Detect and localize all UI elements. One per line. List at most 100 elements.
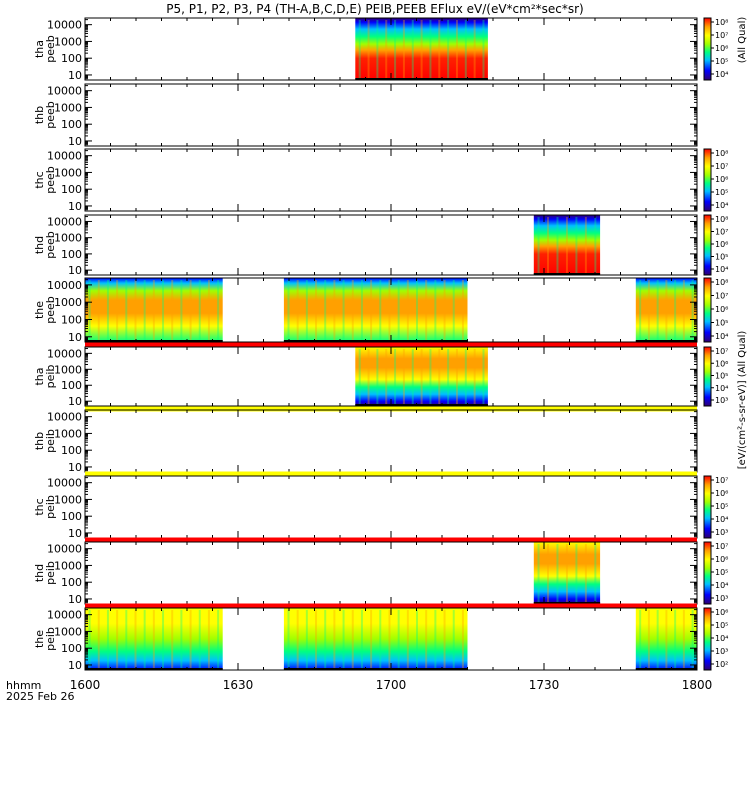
colorbar-tick-label: 10⁴ <box>715 332 728 341</box>
colorbar-tick-label: 10⁶ <box>715 359 728 368</box>
colorbar-tick-label: 10⁶ <box>715 608 728 617</box>
y-tick-label: 10 <box>68 264 82 277</box>
colorbar-tick-label: 10⁴ <box>715 581 728 590</box>
colorbar-tick-label: 10⁴ <box>715 515 728 524</box>
y-tick-label: 100 <box>61 379 82 392</box>
colorbar-tick-label: 10³ <box>715 594 728 603</box>
colorbar-tick-label: 10⁵ <box>715 253 728 262</box>
y-tick-label: 10000 <box>47 150 82 163</box>
y-tick-label: 10000 <box>47 477 82 490</box>
x-axis-label-date: 2025 Feb 26 <box>6 690 74 703</box>
colorbar-thc-peib <box>703 475 712 539</box>
y-tick-label: 10000 <box>47 411 82 424</box>
colorbar-the-peeb <box>703 277 712 343</box>
y-tick-label: 1000 <box>54 101 82 114</box>
colorbar-tick-label: 10⁴ <box>715 201 728 210</box>
colorbar-tick-label: 10⁸ <box>715 215 728 224</box>
y-tick-label: 100 <box>61 576 82 589</box>
figure-title: P5, P1, P2, P3, P4 (TH-A,B,C,D,E) PEIB,P… <box>166 2 583 16</box>
x-tick-label: 1730 <box>529 678 560 692</box>
x-axis-label-hhmm: hhmm <box>6 679 41 692</box>
y-tick-label: 1000 <box>54 166 82 179</box>
colorbar-tick-label: 10⁶ <box>715 555 728 564</box>
panel-frame-thd-peib <box>84 541 698 605</box>
y-tick-label: 10 <box>68 200 82 213</box>
y-tick-label: 10000 <box>47 543 82 556</box>
colorbar-tick-label: 10⁶ <box>715 305 728 314</box>
y-tick-label: 10000 <box>47 19 82 32</box>
panel-label-thb-peib: thbpeib <box>33 429 57 453</box>
x-tick-label: 1800 <box>682 678 713 692</box>
spectrogram-block-the-peib-0 <box>85 608 223 670</box>
y-tick-label: 10 <box>68 69 82 82</box>
colorbar-tick-label: 10⁷ <box>715 31 728 40</box>
spectrogram-block-tha-peib-0 <box>355 347 488 406</box>
y-tick-label: 100 <box>61 52 82 65</box>
y-tick-label: 10 <box>68 593 82 606</box>
y-tick-label: 10000 <box>47 85 82 98</box>
colorbar-tick-label: 10⁴ <box>715 384 728 393</box>
quality-flag-bar-the-peeb <box>85 342 697 348</box>
x-tick-label: 1600 <box>70 678 101 692</box>
panel-frame-thb-peib <box>84 409 698 473</box>
colorbar-tick-label: 10³ <box>715 647 728 656</box>
y-tick-label: 10000 <box>47 609 82 622</box>
colorbar-tick-label: 10⁷ <box>715 292 728 301</box>
quality-flag-bar-thd-peib <box>85 603 697 609</box>
colorbar-tick-label: 10⁶ <box>715 44 728 53</box>
quality-flag-bar-thc-peib <box>85 537 697 543</box>
colorbar-tick-label: 10⁴ <box>715 265 728 274</box>
colorbar-tha-peeb <box>703 17 712 81</box>
colorbar-thd-peeb <box>703 214 712 276</box>
colorbar-tick-label: 10⁶ <box>715 240 728 249</box>
y-tick-label: 100 <box>61 248 82 261</box>
x-tick-label: 1700 <box>376 678 407 692</box>
colorbar-tick-label: 10⁷ <box>715 162 728 171</box>
colorbar-the-peib <box>703 607 712 671</box>
colorbar-tick-label: 10⁵ <box>715 188 728 197</box>
panel-frame-thc-peib <box>84 475 698 539</box>
panel-label-the-peib: thepeib <box>33 627 57 651</box>
y-tick-label: 10000 <box>47 347 82 360</box>
colorbar-tick-label: 10⁷ <box>715 228 728 237</box>
colorbar-tick-label: 10⁸ <box>715 149 728 158</box>
spectrogram-block-the-peib-1 <box>283 608 468 670</box>
colorbar-tick-label: 10⁷ <box>715 542 728 551</box>
colorbar-tick-label: 10³ <box>715 396 728 405</box>
quality-flag-bar-tha-peib <box>85 406 697 412</box>
panel-label-thc-peeb: thcpeeb <box>33 166 57 194</box>
panel-frame-thb-peeb <box>84 83 698 147</box>
colorbar-tick-label: 10⁵ <box>715 502 728 511</box>
y-tick-label: 1000 <box>54 559 82 572</box>
y-tick-label: 1000 <box>54 493 82 506</box>
colorbar-tick-label: 10⁸ <box>715 18 728 27</box>
x-tick-label: 1630 <box>223 678 254 692</box>
y-tick-label: 100 <box>61 313 82 326</box>
y-tick-label: 1000 <box>54 427 82 440</box>
spectrogram-block-thd-peib-0 <box>533 542 601 604</box>
panel-label-the-peeb: thepeeb <box>33 296 57 324</box>
colorbar-tick-label: 10⁵ <box>715 568 728 577</box>
colorbar-thc-peeb <box>703 148 712 212</box>
colorbar-thd-peib <box>703 541 712 605</box>
y-tick-label: 10 <box>68 461 82 474</box>
colorbar-tick-label: 10² <box>715 660 728 669</box>
colorbar-tick-label: 10⁴ <box>715 634 728 643</box>
quality-flag-bar-thb-peib <box>85 471 697 477</box>
y-tick-label: 10000 <box>47 215 82 228</box>
y-tick-label: 1000 <box>54 232 82 245</box>
colorbar-tick-label: 10⁵ <box>715 621 728 630</box>
y-tick-label: 10 <box>68 331 82 344</box>
y-tick-label: 10 <box>68 659 82 672</box>
y-tick-label: 1000 <box>54 363 82 376</box>
colorbar-tick-label: 10⁴ <box>715 70 728 79</box>
y-tick-label: 1000 <box>54 296 82 309</box>
colorbar-tick-label: 10⁵ <box>715 319 728 328</box>
colorbar-tick-label: 10⁶ <box>715 175 728 184</box>
colorbar-tick-label: 10⁵ <box>715 372 728 381</box>
y-tick-label: 10 <box>68 527 82 540</box>
y-tick-label: 100 <box>61 444 82 457</box>
colorbar-axis-label: [eV/(cm²-s-sr-eV)] (All Qual) <box>737 331 748 470</box>
y-tick-label: 10000 <box>47 279 82 292</box>
